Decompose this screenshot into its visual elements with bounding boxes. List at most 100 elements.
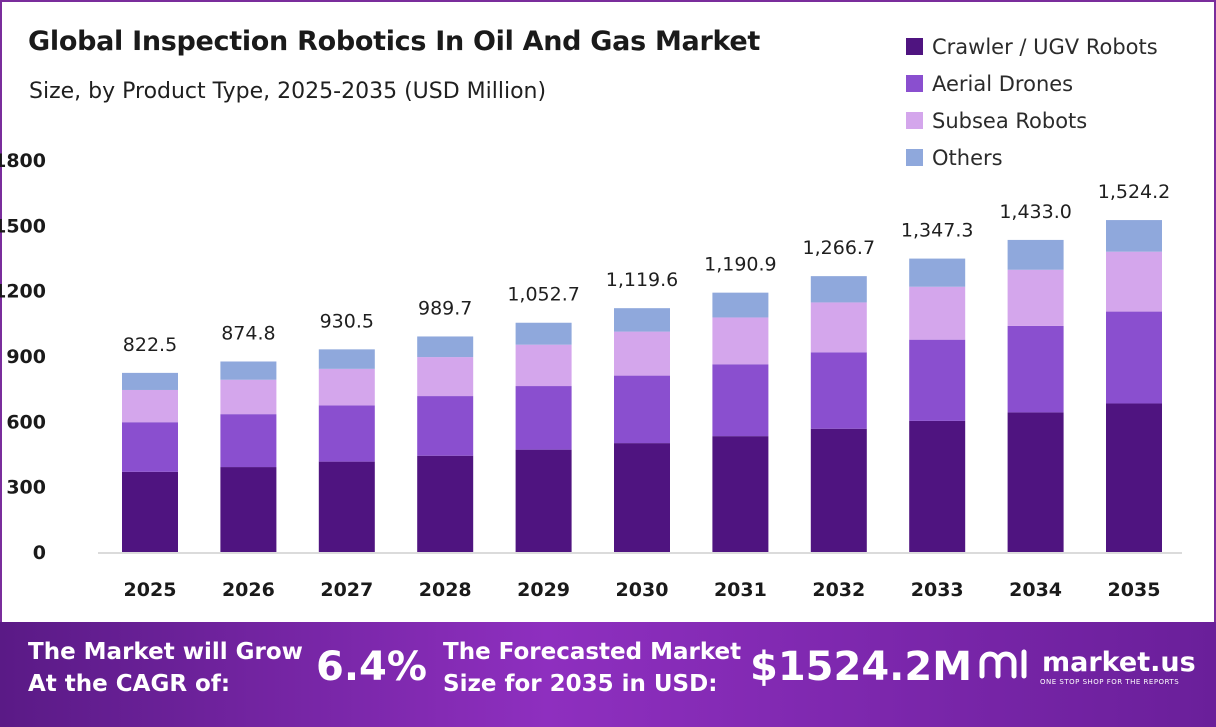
x-tick-label: 2032 xyxy=(812,579,865,601)
bar-segment-crawler xyxy=(417,455,474,552)
bar-segment-subsea xyxy=(318,368,375,406)
chart-title: Global Inspection Robotics In Oil And Ga… xyxy=(28,26,761,57)
y-tick-label: 1500 xyxy=(0,215,46,237)
bar-segment-subsea xyxy=(1007,269,1064,326)
bar-segment-others xyxy=(122,372,178,390)
y-tick-label: 1800 xyxy=(0,150,46,172)
bar-segment-others xyxy=(515,322,572,345)
bar-total-label: 1,266.7 xyxy=(803,237,876,259)
bar-chart: 0 300 600 900 1200 1500 1800 822.5 2025 874.8 2026… xyxy=(0,150,1182,601)
bar-total-label: 1,524.2 xyxy=(1098,181,1171,203)
bar-segment-subsea xyxy=(614,331,670,376)
legend-swatch-others xyxy=(906,149,923,166)
brand-tagline: ONE STOP SHOP FOR THE REPORTS xyxy=(1040,678,1180,686)
legend-item-subsea: Subsea Robots xyxy=(906,102,1158,139)
bar-segment-aerial xyxy=(318,405,375,462)
bar-segment-aerial xyxy=(614,375,670,444)
cagr-value: 6.4% xyxy=(316,644,427,690)
x-tick-label: 2027 xyxy=(320,579,373,601)
bar-segment-crawler xyxy=(318,461,375,552)
bar-total-label: 989.7 xyxy=(418,297,472,319)
forecast-value: $1524.2M xyxy=(750,644,972,690)
bar-segment-others xyxy=(318,349,375,369)
x-tick-label: 2026 xyxy=(222,579,275,601)
bar-total-label: 1,347.3 xyxy=(901,220,974,242)
x-tick-label: 2030 xyxy=(616,579,669,601)
bar-total-label: 822.5 xyxy=(123,334,177,356)
bar-segment-others xyxy=(614,308,670,332)
legend-item-others: Others xyxy=(906,139,1158,176)
bar-segment-subsea xyxy=(220,379,277,415)
bar-segment-aerial xyxy=(417,396,474,456)
x-tick-label: 2029 xyxy=(517,579,570,601)
bar-segment-crawler xyxy=(515,449,572,552)
bar-segment-aerial xyxy=(220,414,277,468)
cagr-label-line2: At the CAGR of: xyxy=(28,671,231,697)
summary-banner: The Market will Grow At the CAGR of: 6.4… xyxy=(0,622,1216,727)
bar-segment-crawler xyxy=(1007,412,1064,552)
brand-name: market.us xyxy=(1042,647,1196,678)
forecast-label-line2: Size for 2035 in USD: xyxy=(443,671,718,697)
bar-segment-others xyxy=(417,336,474,358)
forecast-label: The Forecasted Market Size for 2035 in U… xyxy=(443,636,741,700)
legend-label-subsea: Subsea Robots xyxy=(932,108,1088,133)
bar-segment-aerial xyxy=(122,422,178,472)
x-tick-label: 2025 xyxy=(124,579,177,601)
chart-subtitle: Size, by Product Type, 2025-2035 (USD Mi… xyxy=(29,79,547,104)
x-tick-label: 2031 xyxy=(714,579,767,601)
x-tick-label: 2033 xyxy=(911,579,964,601)
bar-segment-crawler xyxy=(909,420,966,552)
bar-total-label: 930.5 xyxy=(320,310,374,332)
legend-swatch-aerial xyxy=(906,75,923,92)
bar-segment-aerial xyxy=(712,364,769,437)
bar-segment-subsea xyxy=(417,357,474,397)
x-tick-label: 2034 xyxy=(1009,579,1062,601)
bar-segment-subsea xyxy=(1106,251,1162,312)
brand-logo: market.us ONE STOP SHOP FOR THE REPORTS xyxy=(978,646,1196,686)
bar-segment-aerial xyxy=(1106,311,1162,404)
legend: Crawler / UGV Robots Aerial Drones Subse… xyxy=(906,28,1158,176)
bar-segment-aerial xyxy=(909,339,966,421)
bar-segment-others xyxy=(712,292,769,318)
bar-total-label: 1,052.7 xyxy=(507,284,580,306)
forecast-label-line1: The Forecasted Market xyxy=(443,639,742,665)
legend-label-aerial: Aerial Drones xyxy=(932,71,1074,96)
bar-segment-subsea xyxy=(122,389,178,423)
bar-segment-aerial xyxy=(515,386,572,450)
bar-segment-crawler xyxy=(1106,403,1162,552)
y-tick-label: 600 xyxy=(6,411,46,433)
bar-segment-others xyxy=(220,361,277,380)
x-tick-label: 2028 xyxy=(419,579,472,601)
cagr-label: The Market will Grow At the CAGR of: xyxy=(28,636,303,700)
market-us-logo-icon xyxy=(979,649,1027,679)
bar-segment-others xyxy=(810,276,867,303)
bar-segment-crawler xyxy=(712,436,769,552)
y-tick-label: 0 xyxy=(33,542,46,564)
bar-segment-subsea xyxy=(909,286,966,340)
legend-label-others: Others xyxy=(932,145,1003,170)
legend-swatch-crawler xyxy=(906,38,923,55)
legend-item-aerial: Aerial Drones xyxy=(906,65,1158,102)
cagr-label-line1: The Market will Grow xyxy=(28,639,303,665)
bar-segment-subsea xyxy=(712,317,769,365)
y-tick-label: 900 xyxy=(6,346,46,368)
bar-total-label: 1,433.0 xyxy=(999,201,1072,223)
bar-total-label: 874.8 xyxy=(221,322,275,344)
legend-swatch-subsea xyxy=(906,112,923,129)
bar-segment-others xyxy=(1007,239,1064,270)
bar-segment-others xyxy=(1106,220,1162,252)
bar-total-label: 1,190.9 xyxy=(704,254,777,276)
bar-total-label: 1,119.6 xyxy=(606,269,679,291)
bar-segment-crawler xyxy=(614,443,670,552)
y-tick-label: 1200 xyxy=(0,281,46,303)
bar-segment-subsea xyxy=(810,302,867,353)
bar-segment-subsea xyxy=(515,344,572,387)
bar-segment-crawler xyxy=(810,428,867,552)
bar-segment-others xyxy=(909,258,966,287)
legend-label-crawler: Crawler / UGV Robots xyxy=(932,34,1158,59)
bar-segment-aerial xyxy=(810,352,867,429)
bar-segment-aerial xyxy=(1007,325,1064,413)
legend-item-crawler: Crawler / UGV Robots xyxy=(906,28,1158,65)
bar-segment-crawler xyxy=(122,471,178,552)
x-tick-label: 2035 xyxy=(1108,579,1161,601)
